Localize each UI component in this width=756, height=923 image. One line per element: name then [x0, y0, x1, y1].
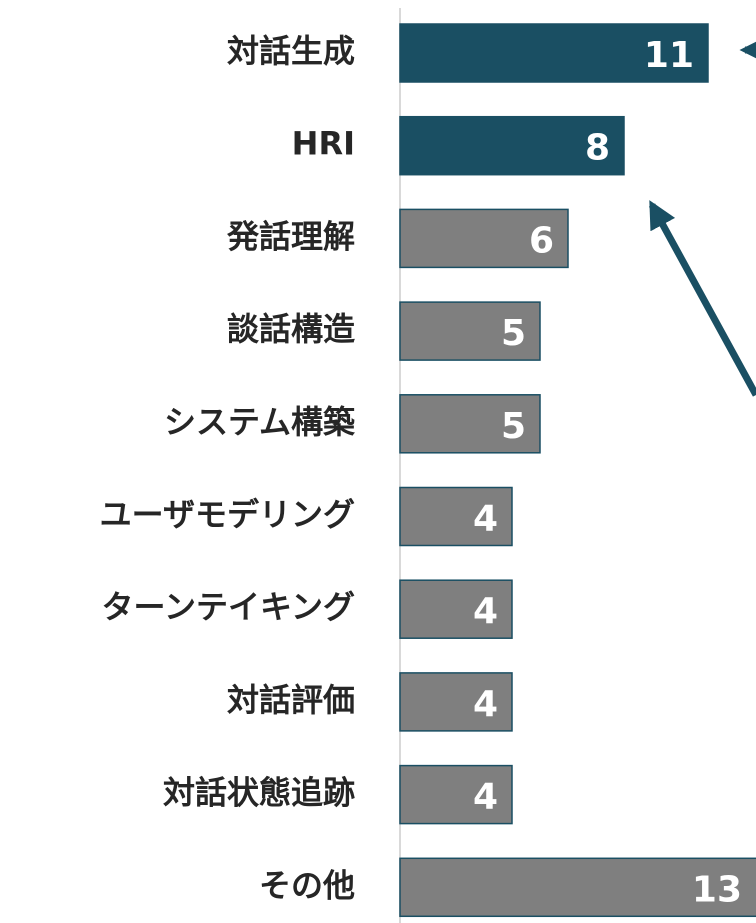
value-label: 4	[473, 591, 498, 632]
bar	[399, 115, 625, 176]
value-label: 4	[473, 777, 498, 818]
category-label: 対話評価	[227, 681, 355, 719]
arrow	[648, 200, 756, 397]
value-label: 5	[501, 406, 526, 447]
bar	[399, 208, 569, 269]
value-label: 6	[529, 220, 554, 261]
category-label: 発話理解	[226, 217, 355, 255]
bar	[399, 764, 513, 825]
category-label: 対話状態追跡	[163, 774, 355, 812]
category-label: ターンテイキング	[102, 588, 355, 626]
value-label: 5	[501, 313, 526, 354]
bar	[399, 394, 541, 454]
bar	[399, 857, 756, 918]
bar	[399, 486, 513, 547]
bars: 対話生成 11 HRI 8 発話理解 6 談話構造 5 システム構築 5 ユーザモデリング 4 ターンテ…	[100, 23, 756, 918]
bar	[399, 23, 709, 83]
bar	[399, 301, 541, 361]
bar	[399, 672, 513, 732]
category-label: 談話構造	[227, 310, 355, 348]
bar	[399, 579, 513, 639]
value-label: 4	[473, 684, 498, 725]
category-label: その他	[259, 866, 355, 904]
value-label: 8	[585, 128, 610, 169]
category-label: システム構築	[164, 403, 356, 441]
value-label: 13	[692, 869, 742, 910]
category-label: 対話生成	[227, 32, 355, 70]
value-label: 4	[473, 499, 498, 540]
category-label: HRI	[292, 125, 355, 163]
value-label: 11	[644, 35, 694, 76]
category-label: ユーザモデリング	[100, 496, 355, 534]
